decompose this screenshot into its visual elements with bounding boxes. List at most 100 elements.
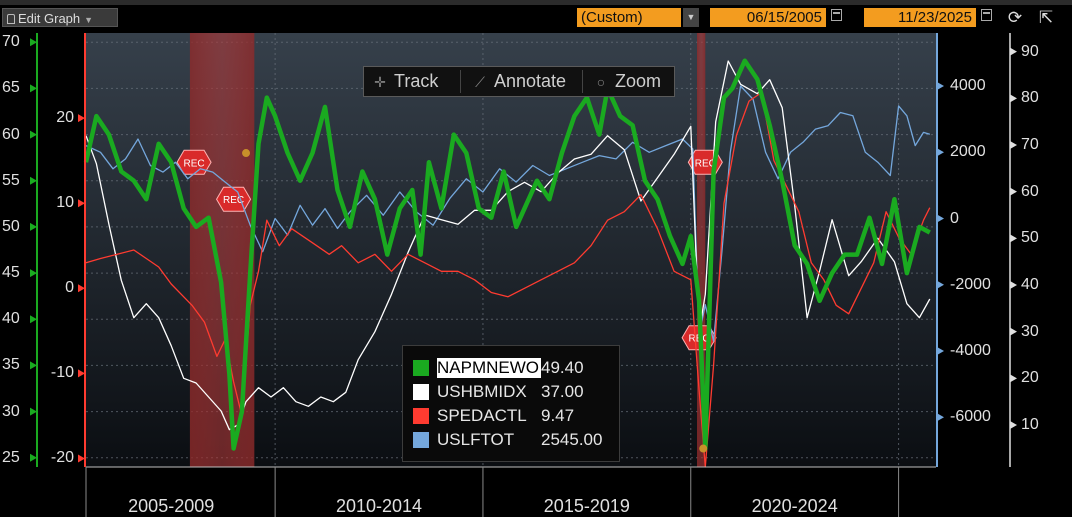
ushbmidx-tick-mark [1010,187,1017,196]
napm-tick-mark [30,361,37,370]
ushbmidx-tick-label: 60 [1021,182,1039,200]
calendar-icon[interactable] [981,9,992,21]
recession-band [697,33,706,467]
uslftot-tick-label: -4000 [950,342,991,360]
legend-name: USLFTOT [437,430,515,449]
uslftot-tick-label: 2000 [950,143,986,161]
napm-tick-mark [30,269,37,278]
ushbmidx-tick-label: 90 [1021,42,1039,60]
spedactl-tick-label: 10 [56,194,74,212]
edit-graph-label: Edit Graph [18,11,81,26]
x-tick-label: 2010-2014 [335,496,423,516]
pencil-icon: ⟋ [475,74,485,90]
start-date-input[interactable]: 06/15/2005 [710,8,826,27]
series-line-spedactl [85,91,931,468]
napm-tick-label: 40 [2,310,20,328]
legend-value: 37.00 [541,382,584,401]
legend-name: USHBMIDX [437,382,527,401]
napm-tick-label: 60 [2,125,20,143]
napm-tick-label: 30 [2,402,20,420]
crosshair-icon: ✛ [374,74,386,90]
axes [30,33,1017,517]
ushbmidx-tick-label: 70 [1021,136,1039,153]
recession-marker-label: REC [184,158,205,169]
track-tool[interactable]: ✛ Track [372,67,438,96]
uslftot-tick-mark [937,82,944,91]
legend: NAPMNEWO 49.40 USHBMIDX 37.00 SPEDACTL 9… [402,345,620,462]
zoom-label: Zoom [615,71,662,91]
legend-value: 9.47 [541,406,575,425]
legend-value: 49.40 [541,358,584,377]
edit-graph-button[interactable]: Edit Graph ▼ [2,8,118,27]
napm-tick-mark [30,222,37,231]
napm-tick-label: 35 [2,356,20,374]
ushbmidx-tick-mark [1010,374,1017,383]
x-tick-label: 2005-2009 [128,496,215,516]
ushbmidx-tick-label: 40 [1021,276,1039,293]
uslftot-tick-mark [937,214,944,223]
napm-tick-label: 45 [2,264,20,282]
ushbmidx-tick-label: 80 [1021,89,1039,107]
ushbmidx-tick-label: 50 [1021,229,1039,247]
napm-tick-mark [30,407,37,416]
range-dropdown-button[interactable]: ▼ [683,8,699,27]
recession-marker-label: REC [223,195,244,206]
top-strip [0,0,1072,5]
napm-tick-label: 50 [2,217,20,235]
ushbmidx-tick-label: 20 [1021,369,1039,387]
magnifier-icon: ○ [596,74,606,90]
napm-tick-label: 65 [2,79,20,97]
uslftot-tick-label: 0 [950,209,959,227]
spedactl-tick-label: -20 [50,449,74,467]
uslftot-tick-mark [937,347,944,356]
chart-tools: ✛ Track ⟋ Annotate ○ Zoom [363,66,675,97]
spedactl-tick-label: -10 [50,364,74,382]
ushbmidx-tick-mark [1010,327,1017,336]
uslftot-tick-mark [937,280,944,289]
ushbmidx-tick-label: 30 [1021,322,1039,340]
uslftot-tick-mark [937,413,944,422]
range-select[interactable]: (Custom) [577,8,681,27]
spedactl-tick-label: 0 [65,279,74,297]
spedactl-tick-mark [78,114,85,123]
recession-marker-label: REC [695,158,716,169]
spedactl-tick-mark [78,199,85,208]
calendar-icon[interactable] [831,9,842,21]
top-toolbar: Edit Graph ▼ (Custom) ▼ 06/15/2005 11/23/… [0,0,1072,34]
napm-tick-label: 55 [2,171,20,189]
napm-tick-mark [30,38,37,47]
end-date-input[interactable]: 11/23/2025 [864,8,976,27]
refresh-icon[interactable]: ⟳ [1007,8,1023,27]
napm-tick-mark [30,84,37,93]
annotate-tool[interactable]: ⟋ Annotate [472,67,566,96]
napm-tick-mark [30,130,37,139]
napm-tick-label: 25 [2,448,20,466]
legend-swatch [413,408,429,424]
series-line-uslftot [85,85,930,342]
napm-tick-mark [30,176,37,185]
tool-separator [460,70,461,93]
spedactl-tick-mark [78,369,85,378]
legend-value: 2545.00 [541,430,603,449]
zoom-tool[interactable]: ○ Zoom [593,67,661,96]
highlight-point [242,149,251,158]
series-line-napmnewo [83,58,931,451]
spedactl-tick-mark [78,454,85,463]
napm-tick-mark [30,315,37,324]
uslftot-tick-label: -2000 [950,275,991,293]
ushbmidx-tick-label: 10 [1021,416,1039,433]
napm-tick-mark [30,453,37,462]
ushbmidx-tick-mark [1010,234,1017,243]
legend-name: NAPMNEWO [437,358,541,378]
tool-separator [582,70,583,93]
ushbmidx-tick-mark [1010,47,1017,56]
highlight-point [699,444,708,453]
track-label: Track [394,71,439,91]
x-tick-label: 2020-2024 [751,496,838,516]
spedactl-tick-label: 20 [56,109,74,127]
popout-icon[interactable]: ⇱ [1038,8,1054,27]
lock-icon [7,14,15,24]
ushbmidx-tick-mark [1010,281,1017,289]
ushbmidx-tick-mark [1010,421,1017,429]
uslftot-tick-label: -6000 [950,408,991,426]
